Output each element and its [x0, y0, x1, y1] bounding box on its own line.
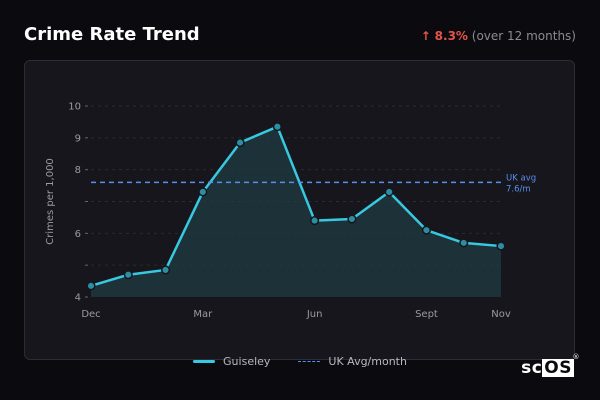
data-point	[421, 225, 432, 235]
data-point	[459, 238, 469, 248]
y-tick-label: 4	[75, 293, 81, 304]
brand-logo: sc OS ®	[521, 353, 579, 378]
y-tick-label: 9	[75, 133, 81, 144]
x-tick-label: Nov	[491, 309, 511, 320]
data-point	[86, 281, 96, 291]
data-point	[272, 122, 282, 132]
series-line	[90, 125, 502, 288]
x-tick-label: Jun	[306, 309, 323, 320]
reference-label-line1: UK avg	[506, 173, 536, 183]
crime-rate-chart: 4 6 8 9 10 Crimes per 1,000 Dec Mar Jun Sept Nov UK…	[45, 102, 536, 321]
legend-item-series[interactable]: Guiseley	[193, 355, 270, 368]
y-tick-label: 10	[68, 102, 81, 113]
data-point	[496, 241, 506, 251]
data-point	[123, 270, 133, 280]
y-tick-label: 6	[75, 229, 81, 240]
page-title: Crime Rate Trend	[24, 24, 200, 45]
y-tick-label: 8	[75, 165, 81, 176]
data-point	[198, 187, 208, 197]
legend-item-reference[interactable]: UK Avg/month	[298, 355, 407, 368]
logo-registered-mark: ®	[572, 353, 580, 361]
legend-label-series: Guiseley	[223, 355, 271, 368]
x-tick-label: Dec	[81, 309, 100, 320]
change-arrow: ↑	[420, 29, 431, 43]
chart-legend: Guiseley UK Avg/month	[0, 355, 600, 368]
x-tick-label: Sept	[415, 309, 438, 320]
change-indicator: ↑ 8.3% (over 12 months)	[421, 29, 576, 43]
series-area-fill	[91, 126, 501, 297]
y-axis-label: Crimes per 1,000	[45, 158, 56, 245]
data-point	[347, 214, 357, 224]
legend-swatch-reference	[298, 361, 321, 362]
legend-swatch-series	[193, 360, 216, 363]
legend-label-reference: UK Avg/month	[328, 355, 407, 368]
data-point	[160, 265, 171, 275]
logo-text-plain: sc	[521, 358, 543, 378]
change-period: (over 12 months)	[471, 29, 576, 43]
data-point	[384, 187, 394, 197]
data-point	[235, 138, 245, 148]
x-tick-label: Mar	[193, 309, 213, 320]
change-value: 8.3%	[434, 29, 468, 43]
data-point	[310, 216, 320, 226]
logo-text-boxed: OS	[542, 358, 574, 378]
reference-label-line2: 7.6/m	[506, 184, 531, 194]
